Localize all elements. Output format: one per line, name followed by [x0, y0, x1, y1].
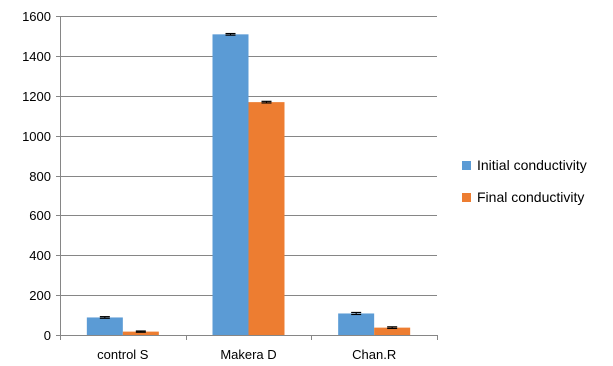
- error-bars: [99, 32, 398, 333]
- x-tick-label: Chan.R: [352, 347, 396, 362]
- bar-final-conductivity: [122, 331, 159, 335]
- y-tick-label: 1600: [22, 9, 51, 24]
- bar-initial-conductivity: [86, 317, 123, 335]
- bar-final-conductivity: [248, 102, 285, 335]
- legend-label: Initial conductivity: [477, 157, 587, 173]
- y-tick-label: 1000: [22, 129, 51, 144]
- x-axis-tick-labels: control S Makera D Chan.R: [97, 347, 396, 362]
- y-tick-label: 0: [44, 328, 51, 343]
- y-tick-label: 400: [29, 248, 51, 263]
- bars: [86, 34, 411, 335]
- y-tick-label: 200: [29, 288, 51, 303]
- legend-swatch: [462, 193, 471, 202]
- axes: [56, 16, 438, 340]
- y-tick-label: 800: [29, 169, 51, 184]
- legend-swatch: [462, 161, 471, 170]
- legend: Initial conductivity Final conductivity: [462, 157, 587, 205]
- bar-initial-conductivity: [212, 34, 249, 335]
- y-tick-label: 1200: [22, 89, 51, 104]
- y-tick-label: 600: [29, 208, 51, 223]
- x-tick-label: control S: [97, 347, 149, 362]
- x-tick-label: Makera D: [220, 347, 276, 362]
- y-axis-tick-labels: 0 200 400 600 800 1000 1200 1400 1600: [22, 9, 51, 343]
- y-tick-label: 1400: [22, 49, 51, 64]
- legend-label: Final conductivity: [477, 189, 584, 205]
- bar-initial-conductivity: [338, 313, 375, 335]
- bar-final-conductivity: [374, 327, 411, 335]
